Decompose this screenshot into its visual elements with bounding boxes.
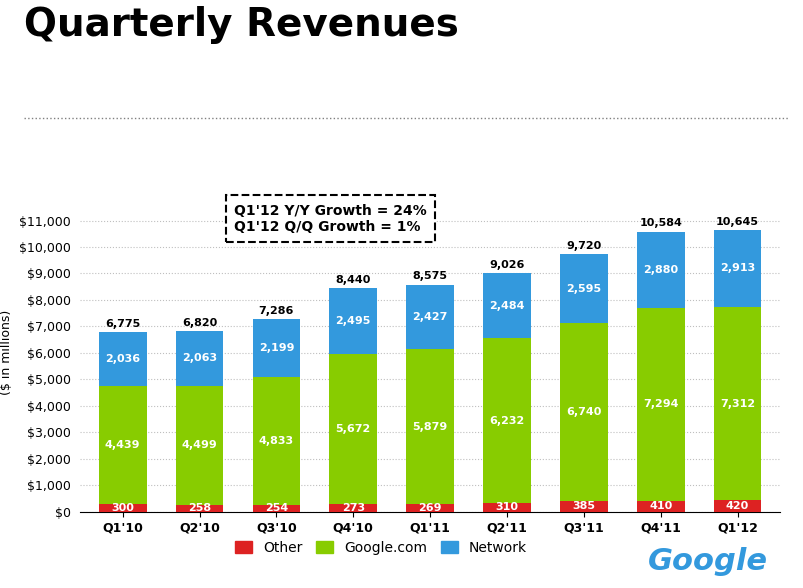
Bar: [329, 288, 377, 354]
Bar: [176, 505, 223, 512]
Bar: [560, 502, 607, 512]
Text: 4,833: 4,833: [259, 436, 294, 446]
Text: 300: 300: [111, 503, 134, 513]
Text: 2,913: 2,913: [719, 263, 754, 273]
Text: 6,820: 6,820: [181, 318, 217, 328]
Bar: [713, 307, 760, 500]
Bar: [99, 386, 146, 503]
Bar: [329, 354, 377, 505]
Text: 10,584: 10,584: [638, 218, 681, 228]
Text: Quarterly Revenues: Quarterly Revenues: [24, 6, 459, 44]
Bar: [176, 331, 223, 386]
Text: 5,879: 5,879: [412, 422, 447, 432]
Bar: [636, 308, 683, 501]
Text: 273: 273: [341, 503, 365, 513]
Bar: [560, 255, 607, 323]
Text: 5,672: 5,672: [335, 425, 370, 435]
Bar: [636, 232, 683, 308]
Bar: [713, 500, 760, 512]
Bar: [406, 285, 454, 349]
Text: 2,495: 2,495: [335, 316, 370, 326]
Text: 9,026: 9,026: [489, 259, 524, 269]
Text: 4,439: 4,439: [105, 440, 141, 450]
Text: 2,036: 2,036: [105, 354, 140, 364]
Text: 2,063: 2,063: [181, 353, 217, 363]
Text: 8,575: 8,575: [412, 272, 447, 282]
Text: 9,720: 9,720: [565, 241, 601, 251]
Text: 2,595: 2,595: [565, 283, 601, 293]
Bar: [252, 505, 300, 512]
Bar: [99, 332, 146, 386]
Text: 385: 385: [572, 502, 595, 512]
Bar: [176, 386, 223, 505]
Y-axis label: ($ in millions): ($ in millions): [0, 310, 13, 395]
Text: 2,880: 2,880: [642, 265, 678, 275]
Text: 6,740: 6,740: [565, 407, 601, 417]
Text: 258: 258: [188, 503, 211, 513]
Text: Google: Google: [646, 547, 767, 576]
Text: 2,199: 2,199: [259, 343, 294, 353]
Text: 7,286: 7,286: [259, 306, 294, 316]
Text: 2,427: 2,427: [412, 312, 447, 322]
Bar: [252, 319, 300, 377]
Bar: [252, 377, 300, 505]
Text: 6,775: 6,775: [105, 319, 141, 329]
Text: 6,232: 6,232: [489, 416, 524, 426]
Text: Q1'12 Y/Y Growth = 24%
Q1'12 Q/Q Growth = 1%: Q1'12 Y/Y Growth = 24% Q1'12 Q/Q Growth …: [234, 203, 426, 234]
Bar: [406, 505, 454, 512]
Bar: [406, 349, 454, 505]
Text: 2,484: 2,484: [489, 300, 524, 310]
Text: 420: 420: [725, 501, 748, 511]
Legend: Other, Google.com, Network: Other, Google.com, Network: [230, 535, 532, 560]
Text: 254: 254: [264, 503, 287, 513]
Bar: [329, 505, 377, 512]
Bar: [713, 230, 760, 307]
Text: 7,294: 7,294: [642, 399, 678, 409]
Text: 269: 269: [418, 503, 442, 513]
Text: 310: 310: [495, 503, 518, 513]
Bar: [636, 501, 683, 512]
Text: 7,312: 7,312: [719, 399, 754, 409]
Text: 8,440: 8,440: [335, 275, 370, 285]
Bar: [483, 339, 530, 503]
Bar: [483, 273, 530, 339]
Bar: [560, 323, 607, 502]
Bar: [99, 503, 146, 512]
Text: 4,499: 4,499: [181, 440, 217, 450]
Bar: [483, 503, 530, 512]
Text: 410: 410: [648, 501, 671, 511]
Text: 10,645: 10,645: [715, 217, 758, 227]
